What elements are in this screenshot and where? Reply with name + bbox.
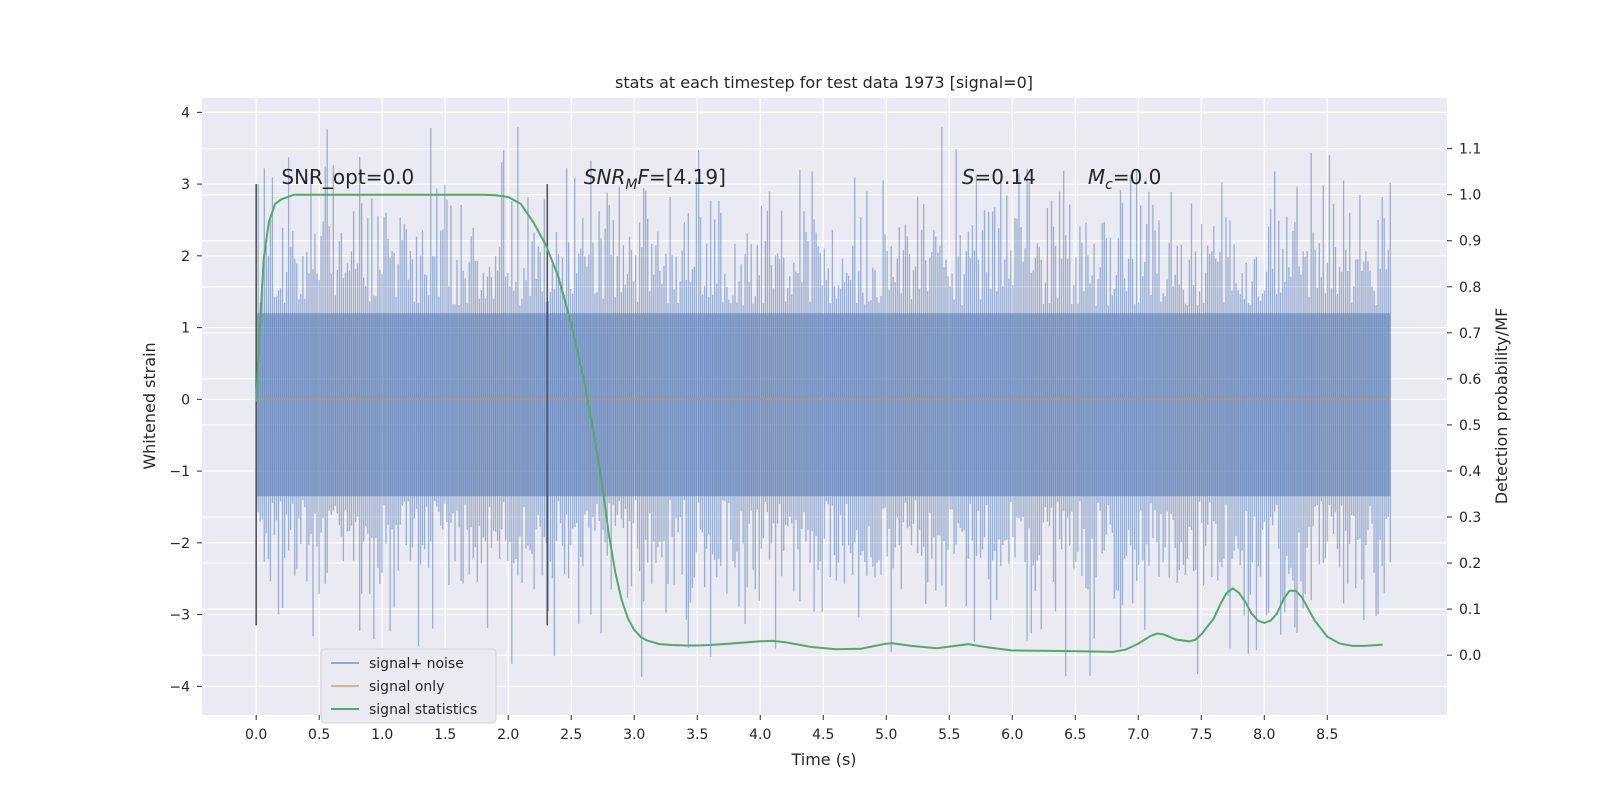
- x-tick-label: 8.5: [1316, 727, 1338, 743]
- x-axis-ticks: 0.0 0.5 1.0 1.5 2.0 2.5 3.0 3.5 4.0 4.5 5.0 5.5 6.0 6…: [245, 715, 1338, 743]
- y-tick-label: −3: [169, 608, 190, 624]
- y-tick-label: 4: [181, 105, 190, 121]
- y-right-tick-label: 0.5: [1459, 418, 1481, 434]
- y-right-tick-label: 0.2: [1459, 556, 1481, 572]
- x-tick-label: 3.5: [686, 727, 708, 743]
- legend-box: [320, 648, 497, 724]
- y-tick-label: 1: [181, 321, 190, 337]
- y-right-axis-label: Detection probability/MF: [1492, 308, 1511, 505]
- x-tick-label: 4.5: [812, 727, 834, 743]
- x-tick-label: 1.0: [371, 727, 393, 743]
- x-tick-label: 0.5: [308, 727, 330, 743]
- annotation-text: SNRMF=[4.19]: [584, 165, 726, 193]
- event-markers: [255, 184, 549, 626]
- legend-label-stats: signal statistics: [369, 702, 477, 718]
- x-tick-label: 4.0: [749, 727, 771, 743]
- x-tick-label: 7.0: [1127, 727, 1149, 743]
- y-tick-label: 0: [181, 392, 190, 408]
- y-tick-label: −2: [169, 536, 190, 552]
- x-tick-label: 1.5: [434, 727, 456, 743]
- y-axis-label: Whitened strain: [140, 342, 159, 469]
- y-right-tick-label: 0.7: [1459, 326, 1481, 342]
- x-tick-label: 8.0: [1253, 727, 1275, 743]
- y-right-tick-label: 0.4: [1459, 464, 1481, 480]
- legend-label-signal: signal only: [369, 679, 444, 695]
- legend-label-noise: signal+ noise: [369, 656, 464, 672]
- y-tick-label: −1: [169, 464, 190, 480]
- y-right-tick-label: 0.6: [1459, 372, 1481, 388]
- y-right-tick-label: 0.8: [1459, 280, 1481, 296]
- x-tick-label: 6.0: [1001, 727, 1023, 743]
- x-tick-label: 2.0: [497, 727, 519, 743]
- x-tick-label: 3.0: [623, 727, 645, 743]
- series-signal-statistics: [255, 193, 1383, 653]
- annotation-text: SNR_opt=0.0: [281, 165, 414, 189]
- series-signal-plus-noise: [255, 126, 1391, 677]
- legend: signal+ noise signal only signal statist…: [320, 648, 497, 724]
- x-tick-label: 5.5: [938, 727, 960, 743]
- y-tick-label: 3: [181, 177, 190, 193]
- annotation-text: Mc=0.0: [1088, 165, 1162, 193]
- y-right-tick-label: 1.0: [1459, 188, 1481, 204]
- x-tick-label: 2.5: [560, 727, 582, 743]
- y-tick-label: −4: [169, 679, 190, 695]
- annotations: SNR_opt=0.0 SNRMF=[4.19] S=0.14 Mc=0.0: [281, 165, 1161, 193]
- x-tick-label: 7.5: [1190, 727, 1212, 743]
- y-axis-ticks: −4 −3 −2 −1 0 1 2 3 4: [169, 105, 202, 695]
- y-right-tick-label: 0.1: [1459, 602, 1481, 618]
- chart-title: stats at each timestep for test data 197…: [615, 73, 1033, 92]
- y-tick-label: 2: [181, 249, 190, 265]
- y-right-axis-ticks: 0.0 0.1 0.2 0.3 0.4 0.5 0.6 0.7 0.8 0.9 1.0 1.1: [1447, 142, 1481, 664]
- x-tick-label: 6.5: [1064, 727, 1086, 743]
- x-axis-label: Time (s): [790, 750, 856, 769]
- y-right-tick-label: 0.9: [1459, 234, 1481, 250]
- y-right-tick-label: 0.0: [1459, 648, 1481, 664]
- y-right-tick-label: 1.1: [1459, 142, 1481, 158]
- y-right-tick-label: 0.3: [1459, 510, 1481, 526]
- annotation-text: S=0.14: [962, 165, 1036, 189]
- x-tick-label: 0.0: [245, 727, 267, 743]
- x-tick-label: 5.0: [875, 727, 897, 743]
